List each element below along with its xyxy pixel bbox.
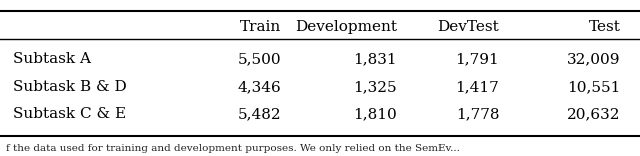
Text: DevTest: DevTest bbox=[438, 20, 499, 34]
Text: 32,009: 32,009 bbox=[567, 52, 621, 66]
Text: Subtask C & E: Subtask C & E bbox=[13, 107, 126, 121]
Text: 20,632: 20,632 bbox=[567, 107, 621, 121]
Text: Test: Test bbox=[589, 20, 621, 34]
Text: 10,551: 10,551 bbox=[568, 80, 621, 94]
Text: Subtask A: Subtask A bbox=[13, 52, 91, 66]
Text: Development: Development bbox=[295, 20, 397, 34]
Text: 4,346: 4,346 bbox=[238, 80, 282, 94]
Text: 1,791: 1,791 bbox=[456, 52, 499, 66]
Text: Train: Train bbox=[241, 20, 282, 34]
Text: 1,325: 1,325 bbox=[353, 80, 397, 94]
Text: 5,500: 5,500 bbox=[238, 52, 282, 66]
Text: f the data used for training and development purposes. We only relied on the Sem: f the data used for training and develop… bbox=[6, 144, 460, 153]
Text: 1,417: 1,417 bbox=[456, 80, 499, 94]
Text: 1,778: 1,778 bbox=[456, 107, 499, 121]
Text: 1,831: 1,831 bbox=[353, 52, 397, 66]
Text: 5,482: 5,482 bbox=[238, 107, 282, 121]
Text: 1,810: 1,810 bbox=[353, 107, 397, 121]
Text: Subtask B & D: Subtask B & D bbox=[13, 80, 127, 94]
